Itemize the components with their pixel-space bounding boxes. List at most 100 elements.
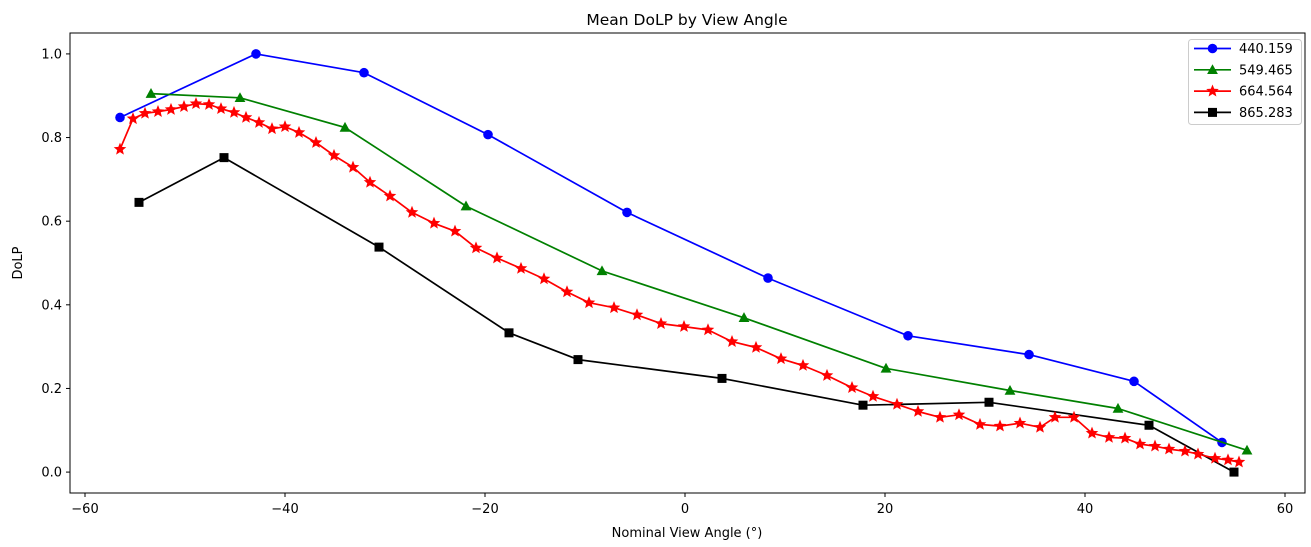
star-marker: [383, 189, 397, 202]
star-marker: [952, 408, 966, 421]
star-marker: [537, 272, 551, 285]
star-marker: [177, 100, 191, 112]
star-marker: [1133, 437, 1147, 450]
star-marker: [151, 105, 165, 117]
circle-marker: [1207, 43, 1218, 54]
star-marker: [138, 106, 152, 119]
star-marker: [1067, 410, 1081, 423]
star-marker: [1085, 426, 1099, 439]
x-axis-label: Nominal View Angle (°): [612, 526, 763, 541]
circle-marker: [903, 330, 913, 341]
y-tick-label: 0.4: [41, 298, 62, 313]
star-marker: [292, 125, 306, 138]
star-marker: [911, 404, 925, 417]
star-marker: [1206, 84, 1219, 97]
square-marker: [717, 373, 727, 383]
star-marker: [1118, 431, 1132, 444]
legend-box: [1188, 39, 1302, 125]
series-line: [150, 92, 1248, 452]
series-line: [138, 156, 1235, 473]
star-marker: [265, 122, 279, 135]
y-tick-label: 1.0: [41, 47, 62, 62]
series-line: [119, 102, 1240, 463]
y-tick-label: 0.0: [41, 466, 62, 481]
star-marker: [677, 319, 691, 332]
star-marker: [654, 317, 668, 329]
x-tick-label: −60: [71, 502, 98, 517]
star-marker: [725, 335, 739, 347]
star-marker: [993, 419, 1007, 432]
legend-label: 664.564: [1239, 85, 1293, 100]
square-marker: [1144, 420, 1154, 430]
star-marker: [405, 205, 419, 218]
star-marker: [845, 381, 859, 393]
triangle-marker: [880, 362, 892, 373]
star-marker: [701, 323, 715, 336]
star-marker: [749, 340, 763, 353]
star-marker: [630, 308, 644, 321]
star-marker: [1232, 455, 1246, 468]
square-marker: [573, 355, 583, 365]
star-marker: [327, 148, 341, 161]
star-marker: [1178, 444, 1192, 457]
triangle-marker: [145, 88, 157, 98]
square-marker: [504, 328, 514, 338]
triangle-marker: [1112, 402, 1124, 413]
plot-border: [69, 32, 1306, 494]
square-marker: [219, 153, 229, 163]
star-marker: [227, 105, 241, 118]
legend-label: 549.465: [1239, 63, 1293, 78]
circle-marker: [115, 112, 125, 123]
star-marker: [866, 389, 880, 402]
star-marker: [278, 120, 292, 133]
x-tick-label: −40: [271, 502, 298, 517]
chart-title: Mean DoLP by View Angle: [586, 11, 787, 29]
star-marker: [514, 261, 528, 274]
star-marker: [607, 301, 621, 314]
y-tick-label: 0.8: [41, 131, 62, 146]
star-marker: [427, 216, 441, 229]
square-marker: [984, 397, 994, 407]
star-marker: [252, 115, 266, 128]
star-marker: [1033, 420, 1047, 433]
series-865.283: [134, 153, 1239, 477]
square-marker: [1229, 467, 1239, 477]
star-marker: [973, 417, 987, 430]
star-marker: [890, 397, 904, 410]
x-tick-label: 0: [681, 502, 689, 517]
circle-marker: [359, 67, 369, 78]
star-marker: [363, 175, 377, 188]
y-tick-label: 0.2: [41, 382, 62, 397]
star-marker: [1013, 416, 1027, 429]
series-664.564: [113, 97, 1246, 468]
x-tick-label: 20: [877, 502, 894, 517]
circle-marker: [1129, 376, 1139, 387]
legend-label: 865.283: [1239, 106, 1293, 121]
circle-marker: [622, 207, 632, 218]
star-marker: [1102, 430, 1116, 443]
star-marker: [346, 160, 360, 173]
y-axis-label: DoLP: [11, 246, 26, 279]
triangle-marker: [1207, 64, 1218, 74]
square-marker: [134, 197, 144, 207]
circle-marker: [251, 49, 261, 59]
triangle-marker: [339, 121, 351, 132]
star-marker: [1221, 453, 1235, 466]
star-marker: [774, 352, 788, 365]
square-marker: [1208, 107, 1217, 117]
star-marker: [796, 358, 810, 371]
star-marker: [1162, 442, 1176, 455]
star-marker: [113, 142, 127, 155]
star-marker: [239, 110, 253, 123]
series-549.465: [145, 88, 1253, 455]
x-tick-label: −20: [471, 502, 498, 517]
star-marker: [469, 241, 483, 254]
triangle-marker: [596, 265, 608, 276]
star-marker: [1191, 447, 1205, 460]
y-tick-label: 0.6: [41, 215, 62, 230]
x-tick-label: 40: [1077, 502, 1094, 517]
star-marker: [189, 97, 203, 110]
triangle-marker: [460, 200, 472, 211]
